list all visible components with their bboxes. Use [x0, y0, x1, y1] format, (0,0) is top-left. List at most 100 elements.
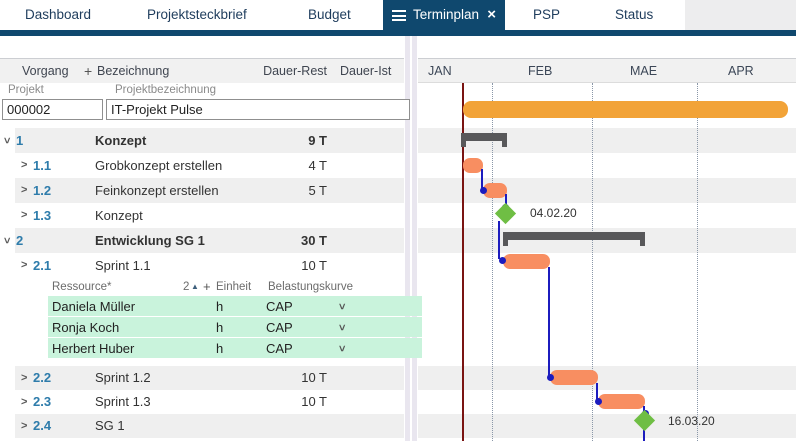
task-bar-sprint-1-3[interactable] [598, 394, 645, 409]
chevron-down-icon[interactable] [338, 317, 348, 338]
task-duration: 5 T [308, 183, 327, 198]
row-stripe [418, 178, 796, 203]
chevron-down-icon[interactable] [338, 296, 348, 317]
dependency-dot [480, 187, 487, 194]
project-id-input[interactable] [2, 99, 103, 120]
dependency-line [548, 267, 550, 376]
task-row[interactable]: 1 Konzept 9 T [0, 128, 404, 153]
column-header-vorgang: Vorgang [22, 64, 69, 78]
task-row[interactable]: 2.1 Sprint 1.1 10 T [0, 253, 404, 278]
dependency-line [481, 169, 483, 191]
row-stripe [418, 366, 796, 390]
project-field-labels: Projekt Projektbezeichnung [0, 84, 404, 98]
dependency-dot [547, 374, 554, 381]
task-row[interactable]: 2.4 SG 1 [0, 414, 404, 438]
task-duration: 10 T [301, 258, 327, 273]
milestone-date-label: 16.03.20 [668, 414, 715, 428]
task-bar-feinkonzept[interactable] [483, 183, 507, 198]
dependency-line [596, 383, 598, 401]
resource-row[interactable]: Herbert Huber h CAP [0, 338, 422, 359]
project-row [0, 99, 410, 121]
dependency-dot [499, 257, 506, 264]
resource-name: Daniela Müller [52, 299, 136, 314]
month-label: MAE [630, 64, 658, 78]
table-scrollbar[interactable] [405, 36, 410, 441]
tab-bar-filler [685, 0, 796, 30]
project-bar[interactable] [463, 101, 788, 118]
task-name: Grobkonzept erstellen [95, 158, 223, 173]
task-wbs: 1.1 [33, 158, 52, 173]
table-header-row: Vorgang + Bezeichnung Dauer-Rest Dauer-I… [0, 58, 404, 83]
project-id-label: Projekt [8, 84, 44, 96]
close-icon[interactable] [487, 0, 496, 30]
add-resource-button[interactable]: + [203, 279, 211, 294]
task-wbs: 2.2 [33, 370, 52, 385]
task-row[interactable]: 1.3 Konzept [0, 203, 404, 228]
tab-status[interactable]: Status [615, 7, 654, 22]
column-header-dauer-ist: Dauer-Ist [340, 64, 392, 78]
dependency-line [498, 221, 500, 259]
task-name: Feinkonzept erstellen [95, 183, 219, 198]
dependency-dot [595, 398, 602, 405]
sort-asc-icon[interactable]: ▲ [191, 282, 199, 291]
project-name-label: Projektbezeichnung [115, 84, 217, 96]
summary-bar-entwicklung-sg1[interactable] [503, 232, 645, 246]
task-wbs: 2.1 [33, 258, 52, 273]
tab-projektsteckbrief[interactable]: Projektsteckbrief [147, 7, 247, 22]
dependency-line [643, 428, 645, 441]
expand-icon[interactable] [21, 253, 31, 278]
expand-icon[interactable] [21, 366, 31, 390]
gantt-chart: JAN FEB MAE APR [418, 36, 796, 441]
task-duration: 10 T [301, 370, 327, 385]
month-label: JAN [428, 64, 452, 78]
today-line [462, 83, 464, 441]
milestone-date-label: 04.02.20 [530, 206, 577, 220]
tab-terminplan[interactable]: Terminplan [383, 0, 505, 30]
expand-icon[interactable] [21, 203, 31, 228]
task-bar-sprint-1-2[interactable] [550, 370, 598, 385]
tab-dashboard[interactable]: Dashboard [25, 7, 92, 22]
belastungskurve-column-title: Belastungskurve [268, 281, 354, 293]
month-label: APR [728, 64, 754, 78]
column-header-bezeichnung: Bezeichnung [97, 64, 170, 78]
tab-psp[interactable]: PSP [533, 7, 561, 22]
einheit-column-title: Einheit [216, 281, 252, 293]
collapse-icon[interactable] [3, 128, 13, 153]
project-name-input[interactable] [106, 99, 410, 120]
task-bar-sprint-1-1[interactable] [503, 254, 550, 269]
collapse-icon[interactable] [3, 228, 13, 253]
resource-curve: CAP [266, 341, 293, 356]
task-wbs: 2 [16, 233, 24, 248]
task-name: Konzept [95, 133, 147, 148]
task-bar-grobkonzept[interactable] [463, 158, 483, 173]
add-column-button[interactable]: + [84, 63, 93, 79]
panel-splitter[interactable] [412, 36, 417, 441]
resource-curve: CAP [266, 299, 293, 314]
month-label: FEB [528, 64, 553, 78]
task-row[interactable]: 2.3 Sprint 1.3 10 T [0, 390, 404, 414]
task-row[interactable]: 2.2 Sprint 1.2 10 T [0, 366, 404, 390]
task-name: Entwicklung SG 1 [95, 233, 205, 248]
task-row[interactable]: 1.1 Grobkonzept erstellen 4 T [0, 153, 404, 178]
task-duration: 4 T [308, 158, 327, 173]
task-row[interactable]: 2 Entwicklung SG 1 30 T [0, 228, 404, 253]
resource-row[interactable]: Ronja Koch h CAP [0, 317, 422, 338]
expand-icon[interactable] [21, 153, 31, 178]
task-name: SG 1 [95, 418, 125, 433]
expand-icon[interactable] [21, 178, 31, 203]
timeline-header: JAN FEB MAE APR [418, 58, 796, 83]
tab-bar: Dashboard Projektsteckbrief Budget Termi… [0, 0, 796, 30]
chevron-down-icon[interactable] [338, 338, 348, 359]
tab-budget[interactable]: Budget [308, 7, 351, 22]
task-table: Vorgang + Bezeichnung Dauer-Rest Dauer-I… [0, 36, 422, 441]
expand-icon[interactable] [21, 414, 31, 438]
summary-bar-konzept[interactable] [461, 133, 507, 147]
tab-terminplan-label: Terminplan [413, 7, 480, 22]
resource-column-title: Ressource* [52, 281, 112, 293]
resource-name: Ronja Koch [52, 320, 120, 335]
task-row[interactable]: 1.2 Feinkonzept erstellen 5 T [0, 178, 404, 203]
expand-icon[interactable] [21, 390, 31, 414]
menu-icon[interactable] [392, 10, 406, 21]
resource-row[interactable]: Daniela Müller h CAP [0, 296, 422, 317]
